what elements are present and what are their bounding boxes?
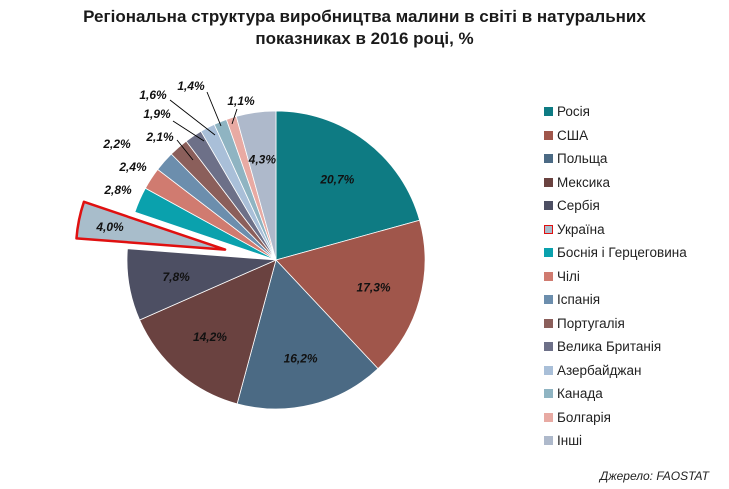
legend-label-9: Іспанія [557,292,601,308]
legend-item-2: США [544,124,724,148]
source-note: Джерело: FAOSTAT [599,469,709,483]
legend-label-6: Україна [557,221,605,237]
legend-swatch-14 [544,412,553,422]
chart-title: Регіональна структура виробництва малини… [0,6,729,50]
leader-line-11 [172,120,205,142]
legend-label-4: Мексика [557,174,610,190]
data-label-6: 4,0% [95,220,124,234]
data-label-1: 20,7% [319,172,354,186]
data-label-15: 4,3% [248,153,277,167]
legend-item-3: Польща [544,147,724,171]
legend-swatch-3 [544,154,553,164]
data-label-10: 2,1% [145,130,174,144]
leader-line-14 [231,108,238,125]
leader-line-10 [176,139,194,161]
legend-swatch-12 [544,365,553,375]
legend-item-6: Україна [544,218,724,242]
legend-item-7: Боснія і Герцеговина [544,241,724,265]
legend-swatch-2 [544,130,553,140]
legend-swatch-9 [544,295,553,305]
legend-label-11: Велика Британія [557,339,662,355]
legend-item-15: Інші [544,429,724,453]
legend-item-9: Іспанія [544,288,724,312]
legend-label-1: Росія [557,104,590,120]
pie-slice-2 [275,219,426,370]
chart-title-line-1: Регіональна структура виробництва малини… [83,7,646,26]
data-label-3: 16,2% [284,351,318,365]
data-label-4: 14,2% [193,330,227,344]
legend-item-10: Португалія [544,312,724,336]
legend-label-8: Чілі [557,268,580,284]
legend: Росія США Польща Мексика Сербія Україна Боснія… [544,100,724,453]
data-label-8: 2,4% [118,160,147,174]
legend-item-11: Велика Британія [544,335,724,359]
pie-slice-1 [275,110,420,261]
legend-swatch-8 [544,271,553,281]
data-label-7: 2,8% [103,183,132,197]
data-label-13: 1,4% [177,79,205,93]
leader-line-13 [206,91,222,127]
legend-swatch-11 [544,342,553,352]
legend-label-14: Болгарія [557,409,611,425]
legend-label-2: США [557,127,589,143]
data-label-14: 1,1% [227,94,255,108]
legend-label-3: Польща [557,151,608,167]
legend-item-12: Азербайджан [544,359,724,383]
legend-item-1: Росія [544,100,724,124]
legend-swatch-6 [544,224,553,234]
legend-swatch-7 [544,248,553,258]
legend-item-4: Мексика [544,171,724,195]
legend-swatch-5 [544,201,553,211]
legend-label-15: Інші [557,433,583,449]
legend-item-14: Болгарія [544,406,724,430]
legend-label-7: Боснія і Герцеговина [557,245,687,261]
pie-slice-3 [236,259,379,410]
legend-swatch-15 [544,436,553,446]
data-label-12: 1,6% [139,88,167,102]
legend-swatch-10 [544,318,553,328]
legend-label-10: Португалія [557,315,625,331]
data-label-2: 17,3% [357,280,391,294]
legend-swatch-4 [544,177,553,187]
data-label-11: 1,9% [143,107,171,121]
legend-label-13: Канада [557,386,603,402]
pie-slice-6 [75,200,227,251]
data-label-9: 2,2% [102,137,131,151]
legend-label-5: Сербія [557,198,600,214]
legend-swatch-13 [544,389,553,399]
pie-slice-5 [126,248,277,321]
pie-slice-4 [139,259,277,405]
legend-item-13: Канада [544,382,724,406]
legend-item-8: Чілі [544,265,724,289]
legend-item-5: Сербія [544,194,724,218]
chart-title-line-2: показниках в 2016 році, % [255,29,474,48]
data-label-5: 7,8% [162,270,190,284]
leader-line-12 [169,99,216,136]
legend-label-12: Азербайджан [557,362,642,378]
pie-slice-15 [235,110,277,261]
legend-swatch-1 [544,107,553,117]
